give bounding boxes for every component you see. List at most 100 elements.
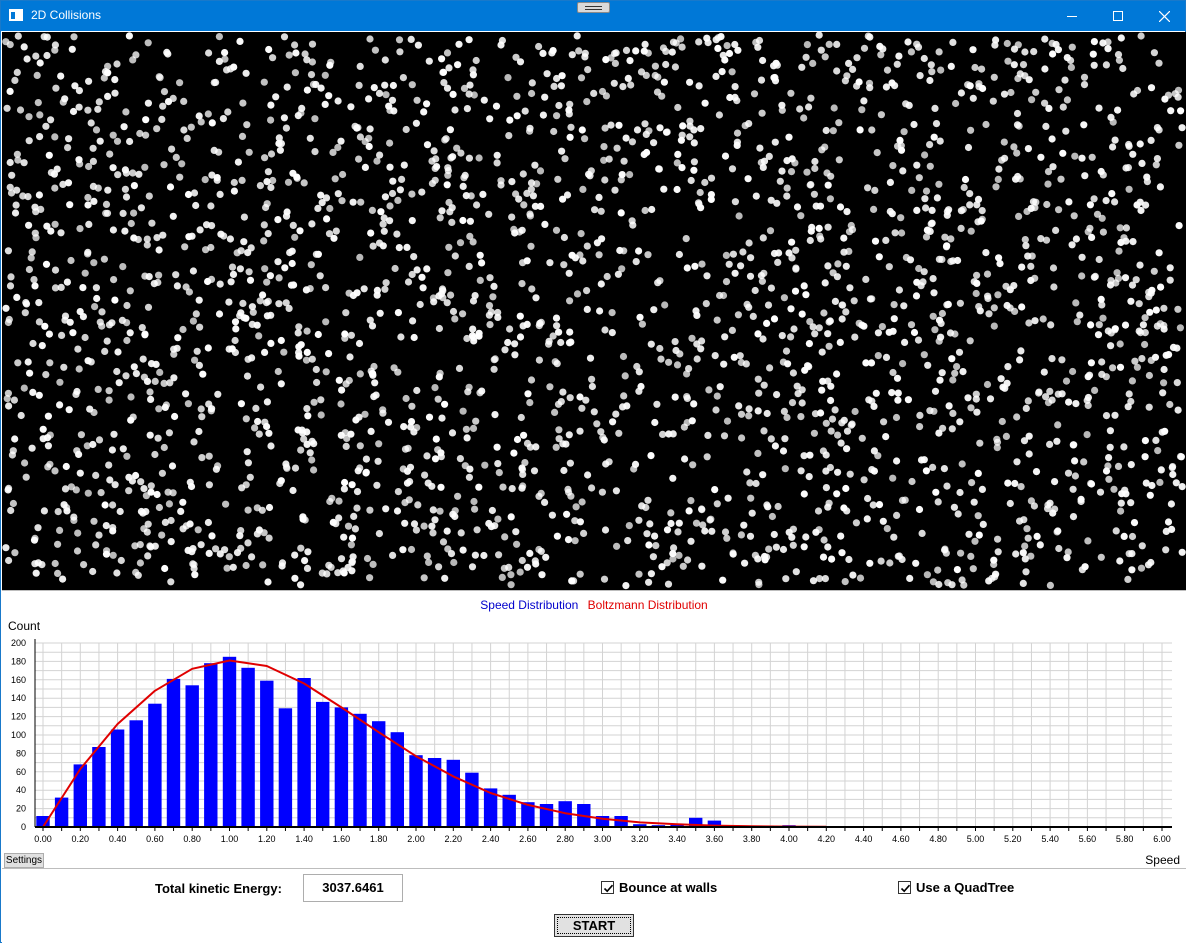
- particle: [451, 106, 459, 114]
- x-tick-label: 3.80: [743, 834, 761, 844]
- particle: [260, 221, 268, 229]
- particle: [1141, 329, 1149, 337]
- particle: [583, 287, 591, 295]
- particle: [230, 187, 238, 195]
- particle: [348, 481, 356, 489]
- particle: [83, 442, 91, 450]
- particle: [541, 93, 549, 101]
- particle: [43, 51, 51, 60]
- y-tick-label: 180: [11, 656, 26, 666]
- particle: [863, 515, 871, 523]
- particle: [1071, 457, 1079, 465]
- particle: [104, 92, 112, 100]
- particle: [291, 233, 299, 241]
- particle: [1015, 122, 1023, 130]
- particle: [368, 206, 376, 214]
- particle: [408, 270, 416, 279]
- particle: [528, 89, 536, 98]
- particle: [582, 396, 590, 404]
- particle: [759, 163, 767, 171]
- particle: [913, 206, 921, 214]
- particle: [888, 389, 896, 397]
- settings-button[interactable]: Settings: [4, 853, 44, 868]
- particle: [495, 469, 503, 477]
- particle: [469, 66, 477, 74]
- particle: [156, 74, 164, 82]
- particle: [225, 553, 233, 561]
- particle: [1000, 138, 1008, 146]
- particle: [191, 571, 199, 579]
- particle: [204, 110, 212, 118]
- title-bar[interactable]: 2D Collisions: [1, 1, 1185, 31]
- maximize-button[interactable]: [1095, 1, 1141, 31]
- particle: [771, 77, 780, 85]
- particle: [943, 301, 951, 309]
- particle: [25, 221, 33, 229]
- particle: [698, 562, 706, 570]
- particle: [570, 577, 578, 585]
- particle: [92, 471, 100, 479]
- particle: [1164, 518, 1173, 526]
- particle: [21, 459, 29, 467]
- particle: [72, 390, 80, 398]
- particle: [373, 157, 381, 165]
- particle: [74, 529, 82, 537]
- particle: [193, 347, 201, 355]
- use-quadtree-checkbox[interactable]: [898, 881, 911, 894]
- particle: [314, 250, 322, 258]
- particle: [170, 374, 178, 382]
- particle: [435, 324, 443, 333]
- bounce-at-walls-option[interactable]: Bounce at walls: [601, 880, 717, 895]
- particle: [23, 55, 31, 63]
- close-button[interactable]: [1141, 1, 1186, 31]
- particle: [1031, 204, 1039, 212]
- particle: [262, 299, 271, 307]
- particle: [646, 520, 654, 528]
- histogram-bar: [241, 667, 255, 827]
- particle: [977, 217, 985, 225]
- particle: [71, 82, 79, 90]
- use-quadtree-option[interactable]: Use a QuadTree: [898, 880, 1014, 895]
- particle: [243, 372, 252, 380]
- particle: [242, 69, 250, 77]
- particle: [403, 479, 412, 487]
- particle: [973, 201, 981, 209]
- drag-grip-icon[interactable]: [577, 2, 610, 13]
- particle: [966, 190, 974, 198]
- particle: [651, 418, 659, 427]
- particle: [824, 377, 832, 385]
- particle: [1135, 327, 1143, 335]
- particle: [196, 226, 204, 234]
- particle: [733, 138, 742, 146]
- particle: [668, 48, 676, 56]
- particle: [27, 254, 35, 262]
- particle: [137, 204, 145, 212]
- particle: [1135, 300, 1143, 308]
- particle: [356, 133, 364, 141]
- particle: [1147, 136, 1155, 144]
- histogram-bar: [427, 758, 442, 827]
- particle: [581, 135, 589, 143]
- particle: [454, 61, 462, 69]
- particle: [1093, 210, 1102, 218]
- start-button[interactable]: START: [554, 914, 634, 937]
- particle: [817, 409, 825, 417]
- particle: [1027, 552, 1035, 560]
- particle: [914, 43, 923, 51]
- minimize-button[interactable]: [1049, 1, 1095, 31]
- particle: [285, 51, 293, 59]
- particle: [1147, 558, 1155, 567]
- particle: [818, 386, 826, 394]
- particle: [800, 452, 808, 460]
- particle: [994, 535, 1002, 543]
- simulation-canvas[interactable]: [2, 32, 1186, 590]
- bounce-at-walls-checkbox[interactable]: [601, 881, 614, 894]
- histogram-bar: [334, 707, 349, 827]
- particle: [942, 549, 950, 557]
- particle: [356, 464, 364, 472]
- particle: [29, 388, 37, 396]
- particle: [825, 40, 833, 48]
- particle: [386, 139, 394, 147]
- particle: [462, 425, 470, 433]
- particle: [689, 461, 697, 469]
